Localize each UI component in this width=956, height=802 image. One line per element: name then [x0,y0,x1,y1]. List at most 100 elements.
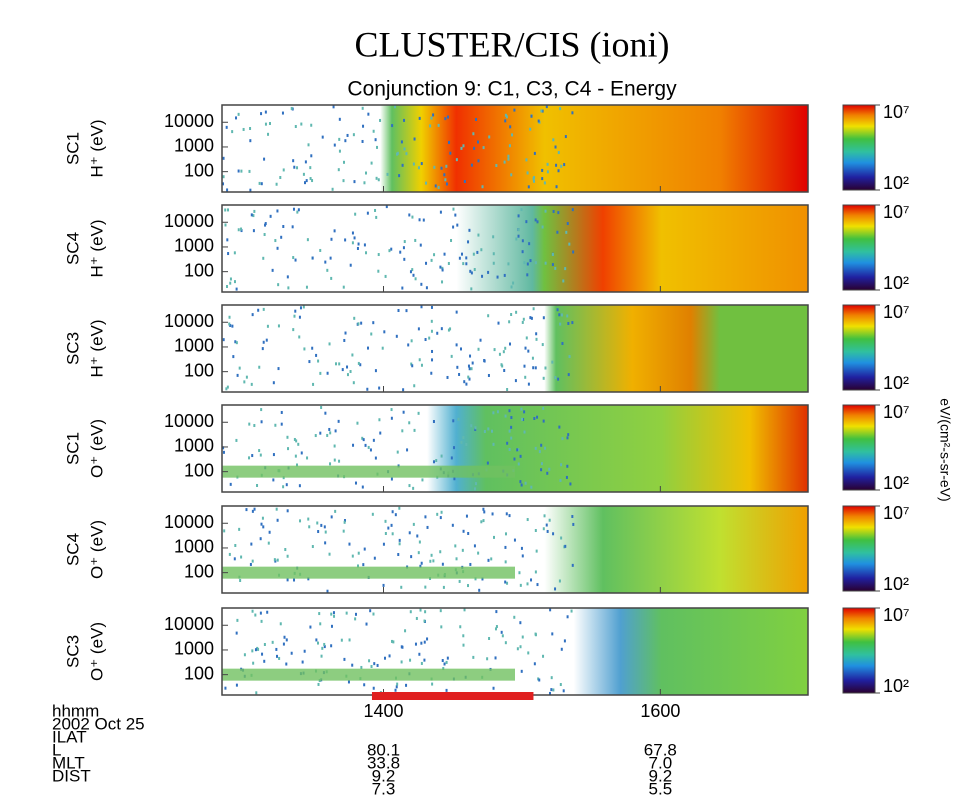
speckle [526,171,529,175]
speckle [439,609,442,613]
speckle [446,656,449,660]
speckle [424,515,427,519]
speckle [569,482,572,486]
speckle [372,129,375,133]
speckle [256,483,259,487]
speckle [447,328,450,332]
speckle [352,133,355,137]
speckle [544,209,547,213]
speckle [423,619,426,623]
colorbar-tick-label: 10⁷ [883,202,910,222]
speckle [353,180,356,184]
speckle [563,163,566,167]
speckle [351,241,354,245]
speckle [572,250,575,254]
speckle [345,611,348,615]
speckle [492,411,495,415]
speckle [254,613,257,617]
speckle [361,106,364,110]
y-axis-label: SC3 [63,635,82,668]
speckle [243,653,246,657]
panel-frame [221,404,809,493]
speckle [319,371,322,375]
speckle [238,527,241,531]
speckle [317,359,320,363]
speckle [227,208,230,212]
speckle [524,346,527,350]
speckle [376,663,379,667]
speckle [245,375,248,379]
speckle [362,124,365,128]
speckle [426,525,429,529]
speckle [468,367,471,371]
speckle [223,529,226,533]
speckle [487,427,490,431]
speckle [340,638,343,642]
speckle [281,111,284,115]
speckle [436,331,439,335]
speckle [342,160,345,164]
speckle [477,159,480,163]
ephemeris-value: 7.0 [649,753,673,772]
speckle [534,529,537,533]
speckle [411,215,414,219]
speckle [405,152,408,156]
speckle [455,557,458,561]
speckle [372,321,375,325]
speckle [543,514,546,518]
speckle [455,310,458,314]
speckle [533,662,536,666]
speckle [249,562,252,566]
speckle [558,313,561,317]
speckle [487,558,490,562]
speckle [473,268,476,272]
speckle [444,117,447,121]
speckle [449,151,452,155]
speckle [346,133,349,137]
speckle [429,559,432,563]
y-axis-label: SC1 [63,132,82,165]
speckle [258,449,261,453]
spectrogram [222,506,808,593]
y-tick-label: 10000 [164,211,214,231]
speckle [415,616,418,620]
speckle [462,262,465,266]
speckle [343,519,346,523]
speckle [542,419,545,423]
speckle [566,314,569,318]
speckle [235,116,238,120]
speckle [461,252,464,256]
speckle [534,570,537,574]
y-axis-label: SC1 [63,432,82,465]
speckle [401,163,404,167]
speckle [344,331,347,335]
speckle [537,119,540,123]
speckle [536,220,539,224]
speckle [226,385,229,389]
speckle [408,531,411,535]
speckle [470,163,473,167]
colorbar-tick-label: 10² [883,676,909,696]
speckle [418,652,421,656]
speckle [254,648,257,652]
speckle [284,548,287,552]
speckle [365,171,368,175]
speckle [533,179,536,183]
colorbar-tick-label: 10⁷ [883,302,910,322]
speckle [408,213,411,217]
speckle [366,387,369,391]
speckle [445,164,448,168]
speckle [236,373,239,377]
speckle [249,139,252,143]
speckle [296,210,299,214]
speckle [222,156,225,160]
speckle [311,179,314,183]
speckle [354,481,357,485]
speckle [508,320,511,324]
colorbar [842,304,876,391]
speckle [540,443,543,447]
speckle [504,545,507,549]
speckle [297,208,300,212]
speckle [222,338,225,342]
speckle [417,411,420,415]
